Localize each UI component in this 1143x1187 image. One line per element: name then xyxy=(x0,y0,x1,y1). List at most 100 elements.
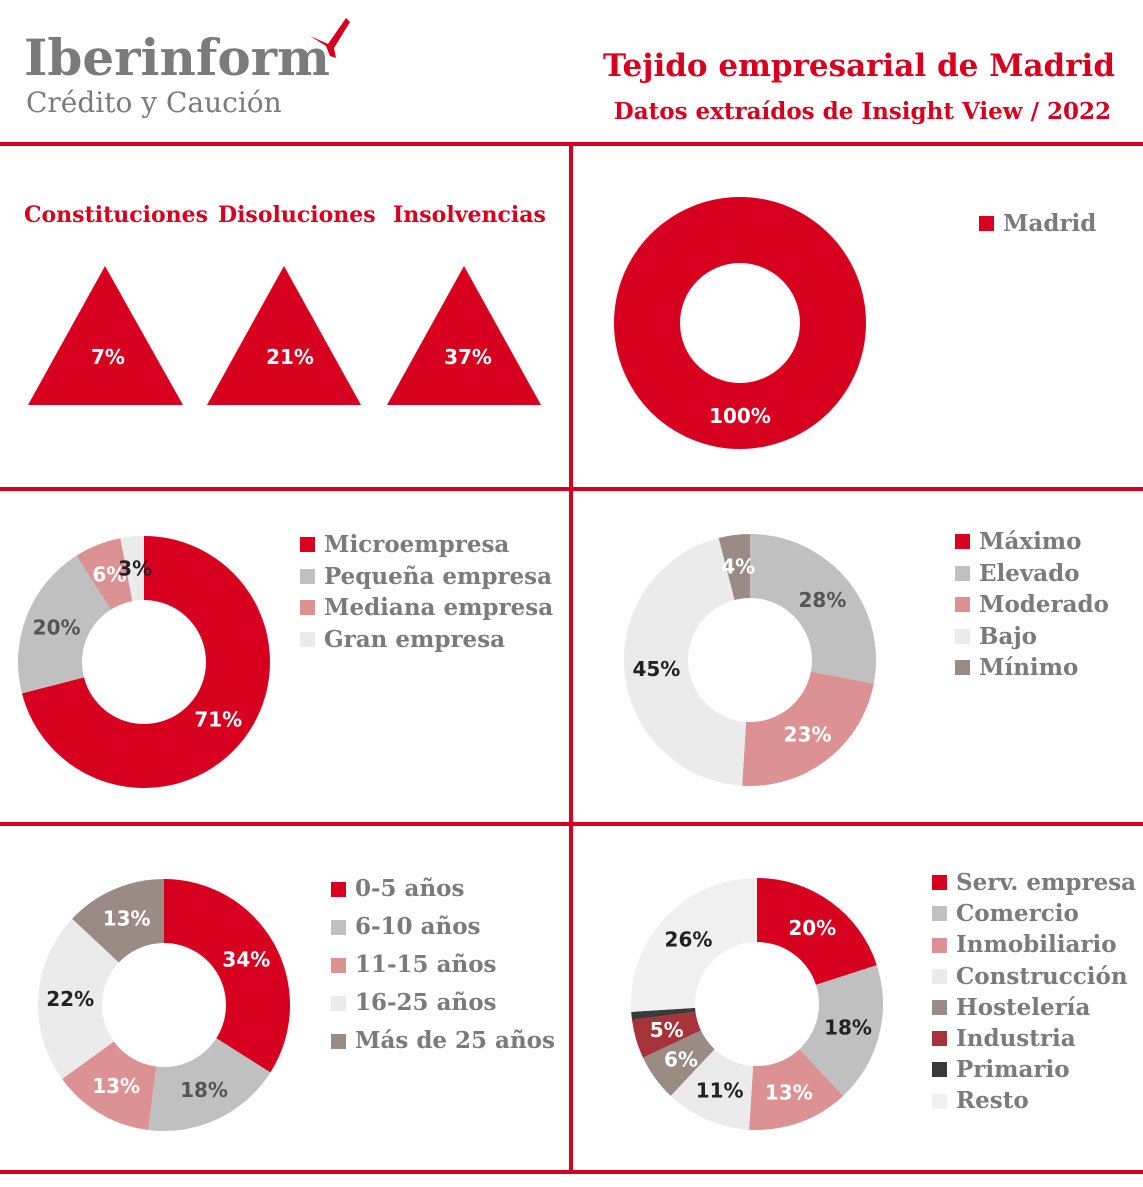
label-microempresa: 71% xyxy=(194,708,242,732)
donut-sector: 20% 18% 13% 11% 6% 5% 26% xyxy=(631,878,883,1130)
legend-label-microempresa: Microempresa xyxy=(324,531,510,558)
legend-swatch-inmobiliario xyxy=(932,937,947,953)
label-pequena-empresa: 20% xyxy=(33,615,81,639)
donut-risk: 28% 23% 45% 4% xyxy=(624,534,876,786)
slice-moderado xyxy=(742,671,874,786)
legend-swatch-gran-empresa xyxy=(300,631,315,647)
donut-company-age: 34% 18% 13% 22% 13% xyxy=(37,879,290,1131)
legend-label-construccion: Construcción xyxy=(956,962,1128,990)
label-mediana-empresa: 6% xyxy=(92,563,126,587)
slice-6-10-anos xyxy=(148,1038,271,1131)
divider-bottom xyxy=(0,1170,1143,1174)
label-construccion: 11% xyxy=(696,1078,744,1102)
legend-label-moderado: Moderado xyxy=(979,591,1109,618)
legend-item-mediana-empresa: Mediana empresa xyxy=(300,592,553,624)
slice-0-5-anos xyxy=(164,879,290,1073)
legend-swatch-primario xyxy=(932,1062,947,1078)
legend-swatch-11-15-anos xyxy=(331,957,346,973)
divider-vertical xyxy=(569,142,573,1172)
legend-item-mas-de-25-anos: Más de 25 años xyxy=(331,1022,555,1060)
legend-swatch-minimo xyxy=(955,660,970,676)
label-resto: 26% xyxy=(665,928,713,952)
legend-item-bajo: Bajo xyxy=(955,621,1109,653)
logo-swoosh-icon xyxy=(310,18,350,58)
legend-label-mas-de-25-anos: Más de 25 años xyxy=(355,1027,555,1054)
legend-item-madrid: Madrid xyxy=(979,208,1096,239)
legend-madrid: Madrid xyxy=(979,208,1096,239)
legend-label-resto: Resto xyxy=(956,1087,1029,1115)
logo-subtitle: Crédito y Caución xyxy=(26,86,282,119)
legend-label-hosteleria: Hostelería xyxy=(956,993,1091,1021)
donut-company-size: 71% 20% 6%3% xyxy=(17,536,270,788)
slice-comercio xyxy=(799,965,883,1096)
slice-industria xyxy=(631,1011,701,1058)
legend-label-11-15-anos: 11-15 años xyxy=(355,951,497,978)
legend-swatch-mas-de-25-anos xyxy=(331,1033,346,1049)
label-serv-empresa: 20% xyxy=(788,916,836,940)
legend-swatch-hosteleria xyxy=(932,999,947,1015)
label-moderado: 23% xyxy=(784,722,832,746)
legend-swatch-pequena-empresa xyxy=(300,568,315,584)
legend-swatch-elevado xyxy=(955,565,970,581)
legend-label-serv-empresa: Serv. empresa xyxy=(956,869,1137,896)
slice-pequena-empresa xyxy=(17,555,111,694)
label-minimo: 4% xyxy=(721,555,755,579)
label-11-15-anos: 13% xyxy=(92,1074,140,1098)
label-disoluciones: Disoluciones xyxy=(218,202,376,228)
triangles-panel: 7% 21% 37% xyxy=(28,266,541,405)
donut-madrid: 100% xyxy=(614,197,866,449)
legend-item-inmobiliario: Inmobiliario xyxy=(932,929,1136,960)
legend-item-resto: Resto xyxy=(932,1085,1136,1116)
triangle-constituciones: 7% xyxy=(28,266,183,405)
legend-label-primario: Primario xyxy=(956,1056,1070,1084)
legend-swatch-construccion xyxy=(932,968,947,984)
legend-label-mediana-empresa: Mediana empresa xyxy=(324,594,554,621)
label-constituciones: Constituciones xyxy=(24,202,209,228)
legend-item-gran-empresa: Gran empresa xyxy=(300,624,553,656)
legend-swatch-maximo xyxy=(955,534,970,550)
page-subtitle: Datos extraídos de Insight View / 2022 xyxy=(613,98,1111,125)
legend-swatch-industria xyxy=(932,1031,947,1047)
legend-label-maximo: Máximo xyxy=(979,528,1082,555)
legend-risk: Máximo Elevado Moderado Bajo Mínimo xyxy=(955,526,1109,684)
label-elevado: 28% xyxy=(798,588,846,612)
triangle-disoluciones: 21% xyxy=(207,266,361,405)
legend-item-hosteleria: Hostelería xyxy=(932,992,1136,1023)
legend-item-primario: Primario xyxy=(932,1054,1136,1085)
legend-label-16-25-anos: 16-25 años xyxy=(355,989,497,1016)
legend-item-construccion: Construcción xyxy=(932,961,1136,992)
legend-item-moderado: Moderado xyxy=(955,589,1109,621)
legend-swatch-serv-empresa xyxy=(932,875,947,891)
legend-swatch-mediana-empresa xyxy=(300,600,315,616)
legend-item-maximo: Máximo xyxy=(955,526,1109,558)
logo-name: Iberinform xyxy=(24,28,330,87)
label-16-25-anos: 22% xyxy=(46,987,94,1011)
slice-madrid xyxy=(614,197,866,449)
slice-resto xyxy=(631,878,757,1012)
legend-swatch-resto xyxy=(932,1093,947,1109)
legend-label-madrid: Madrid xyxy=(1003,210,1097,237)
label-gran-empresa: 3% xyxy=(118,556,152,580)
legend-swatch-microempresa xyxy=(300,537,315,553)
slice-16-25-anos xyxy=(37,918,119,1080)
slice-hosteleria xyxy=(642,1030,715,1096)
legend-item-serv-empresa: Serv. empresa xyxy=(932,867,1136,898)
legend-label-pequena-empresa: Pequeña empresa xyxy=(324,562,553,590)
label-comercio: 18% xyxy=(824,1015,872,1039)
slice-gran-empresa xyxy=(120,536,144,602)
value-constituciones: 7% xyxy=(91,345,125,369)
page-title: Tejido empresarial de Madrid xyxy=(603,48,1115,84)
legend-label-0-5-anos: 0-5 años xyxy=(355,875,465,902)
triangle-insolvencias: 37% xyxy=(387,266,541,405)
legend-item-elevado: Elevado xyxy=(955,558,1109,590)
legend-item-11-15-anos: 11-15 años xyxy=(331,946,555,984)
legend-swatch-madrid xyxy=(979,216,994,231)
legend-item-minimo: Mínimo xyxy=(955,652,1109,684)
slice-construccion xyxy=(670,1049,754,1130)
label-0-5-anos: 34% xyxy=(222,948,270,972)
legend-label-minimo: Mínimo xyxy=(979,654,1079,681)
legend-label-inmobiliario: Inmobiliario xyxy=(956,931,1117,959)
legend-item-16-25-anos: 16-25 años xyxy=(331,984,555,1022)
legend-label-gran-empresa: Gran empresa xyxy=(324,625,506,653)
slice-11-15-anos xyxy=(62,1041,157,1131)
